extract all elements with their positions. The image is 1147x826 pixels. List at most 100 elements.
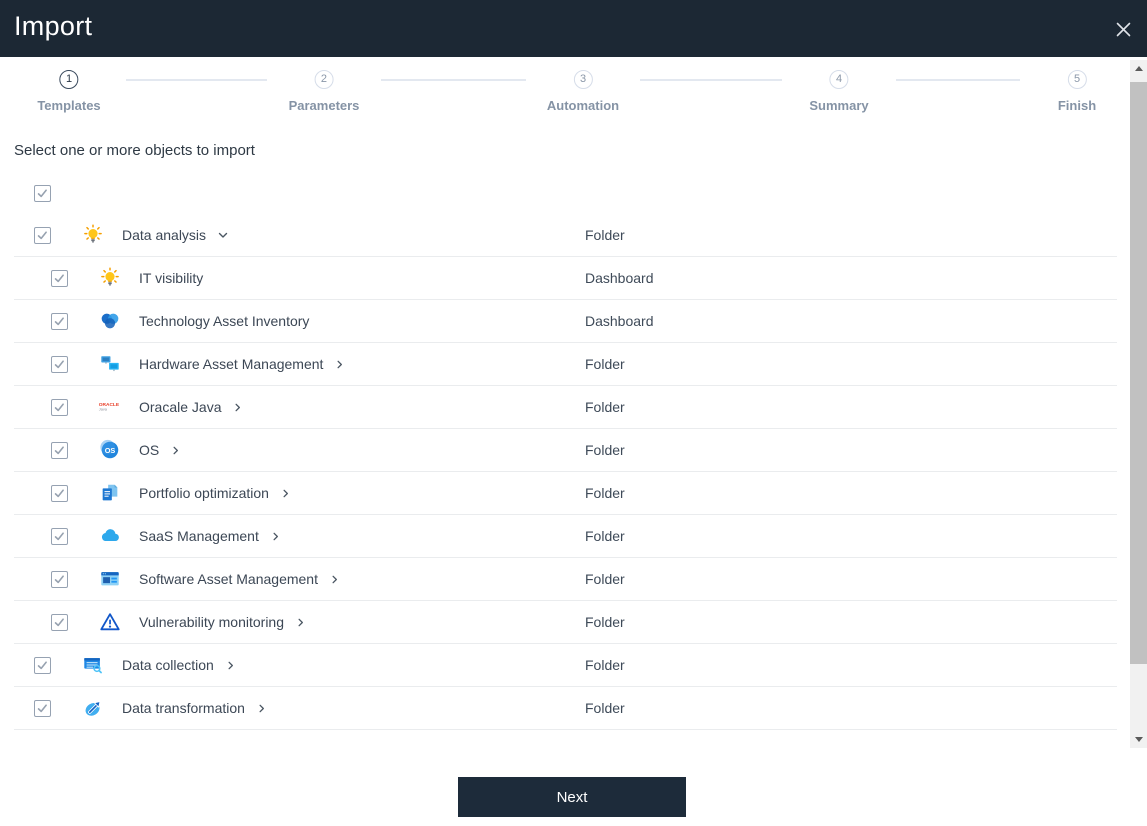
documents-icon xyxy=(98,481,122,505)
object-type: Folder xyxy=(585,614,625,630)
list-item[interactable]: Portfolio optimization Folder xyxy=(14,472,1117,515)
dialog-title: Import xyxy=(14,11,93,41)
step-number: 1 xyxy=(59,70,79,89)
object-list: Data analysis Folder IT visibility Dashboar… xyxy=(14,214,1117,730)
step-connector-line xyxy=(640,79,782,81)
chevron-right-icon[interactable] xyxy=(170,445,181,456)
object-name: SaaS Management xyxy=(139,528,259,544)
object-name: OS xyxy=(139,442,160,458)
row-checkbox[interactable] xyxy=(51,312,68,330)
object-type: Folder xyxy=(585,700,625,716)
chevron-right-icon[interactable] xyxy=(232,402,243,413)
object-name: Data analysis xyxy=(122,227,207,243)
chevron-right-icon[interactable] xyxy=(225,660,236,671)
dialog-header: Import xyxy=(0,0,1147,57)
chevron-right-icon[interactable] xyxy=(256,703,267,714)
transform-arrow-icon xyxy=(81,696,105,720)
cloud-icon xyxy=(98,524,122,548)
object-type: Folder xyxy=(585,528,625,544)
list-item[interactable]: Data collection Folder xyxy=(14,644,1117,687)
object-type: Folder xyxy=(585,227,625,243)
list-item[interactable]: Vulnerability monitoring Folder xyxy=(14,601,1117,644)
chevron-right-icon[interactable] xyxy=(280,488,291,499)
wizard-step-automation[interactable]: 3 Automation xyxy=(547,70,619,113)
list-item[interactable]: IT visibility Dashboard xyxy=(14,257,1117,300)
step-number: 4 xyxy=(829,70,849,89)
wizard-step-finish[interactable]: 5 Finish xyxy=(1058,70,1096,113)
scrollbar-thumb[interactable] xyxy=(1130,82,1147,664)
svg-text:OS: OS xyxy=(105,446,116,455)
step-connector-line xyxy=(126,79,267,81)
list-item[interactable]: Data analysis Folder xyxy=(14,214,1117,257)
step-label: Templates xyxy=(37,98,101,113)
row-checkbox[interactable] xyxy=(34,226,51,244)
os-badge-icon: OS xyxy=(98,438,122,462)
object-name: Oracale Java xyxy=(139,399,222,415)
step-number: 3 xyxy=(573,70,593,89)
list-item[interactable]: SaaS Management Folder xyxy=(14,515,1117,558)
row-checkbox[interactable] xyxy=(34,699,51,717)
row-checkbox[interactable] xyxy=(51,527,68,545)
step-connector-line xyxy=(381,79,526,81)
chevron-right-icon[interactable] xyxy=(295,617,306,628)
object-type: Folder xyxy=(585,657,625,673)
oracle-java-logo: ORACLE Java xyxy=(98,395,122,419)
step-label: Automation xyxy=(546,98,620,113)
wizard-step-templates[interactable]: 1 Templates xyxy=(37,70,101,113)
object-type: Dashboard xyxy=(585,313,654,329)
object-type: Folder xyxy=(585,356,625,372)
row-checkbox[interactable] xyxy=(51,570,68,588)
instruction-text: Select one or more objects to import xyxy=(14,142,255,159)
object-name: Data transformation xyxy=(122,700,245,716)
select-all-checkbox[interactable] xyxy=(34,185,51,202)
row-checkbox[interactable] xyxy=(51,613,68,631)
step-number: 5 xyxy=(1067,70,1087,89)
list-item[interactable]: Technology Asset Inventory Dashboard xyxy=(14,300,1117,343)
chevron-down-icon[interactable] xyxy=(217,229,229,241)
overlapping-circles-icon xyxy=(98,309,122,333)
step-connector-line xyxy=(896,79,1020,81)
object-type: Dashboard xyxy=(585,270,654,286)
monitors-icon xyxy=(98,352,122,376)
wizard-step-summary[interactable]: 4 Summary xyxy=(809,70,869,113)
step-label: Summary xyxy=(809,98,869,113)
scrollbar[interactable] xyxy=(1130,60,1147,748)
app-window-icon xyxy=(98,567,122,591)
object-name: IT visibility xyxy=(139,270,204,286)
scroll-down-icon[interactable] xyxy=(1130,731,1147,748)
next-button[interactable]: Next xyxy=(458,777,686,817)
lightbulb-icon xyxy=(98,266,122,290)
object-type: Folder xyxy=(585,485,625,501)
chevron-right-icon[interactable] xyxy=(329,574,340,585)
object-name: Vulnerability monitoring xyxy=(139,614,284,630)
step-label: Finish xyxy=(1057,98,1097,113)
row-checkbox[interactable] xyxy=(51,355,68,373)
object-name: Portfolio optimization xyxy=(139,485,269,501)
wizard-step-parameters[interactable]: 2 Parameters xyxy=(288,70,360,113)
list-item[interactable]: OS OS Folder xyxy=(14,429,1117,472)
svg-text:ORACLE: ORACLE xyxy=(99,402,120,408)
close-icon[interactable] xyxy=(1114,20,1132,38)
table-search-icon xyxy=(81,653,105,677)
chevron-right-icon[interactable] xyxy=(270,531,281,542)
row-checkbox[interactable] xyxy=(51,441,68,459)
row-checkbox[interactable] xyxy=(34,656,51,674)
list-item[interactable]: Software Asset Management Folder xyxy=(14,558,1117,601)
step-label: Parameters xyxy=(288,98,360,113)
list-item[interactable]: Hardware Asset Management Folder xyxy=(14,343,1117,386)
list-item[interactable]: Data transformation Folder xyxy=(14,687,1117,730)
object-name: Hardware Asset Management xyxy=(139,356,324,372)
step-number: 2 xyxy=(314,70,334,89)
wizard-steps: 1 Templates 2 Parameters 3 Automation 4 Summary… xyxy=(0,62,1130,117)
chevron-right-icon[interactable] xyxy=(334,359,345,370)
scroll-up-icon[interactable] xyxy=(1130,60,1147,77)
list-item[interactable]: ORACLE Java Oracale Java Folder xyxy=(14,386,1117,429)
object-type: Folder xyxy=(585,399,625,415)
lightbulb-icon xyxy=(81,223,105,247)
object-type: Folder xyxy=(585,442,625,458)
row-checkbox[interactable] xyxy=(51,484,68,502)
row-checkbox[interactable] xyxy=(51,398,68,416)
row-checkbox[interactable] xyxy=(51,269,68,287)
object-type: Folder xyxy=(585,571,625,587)
